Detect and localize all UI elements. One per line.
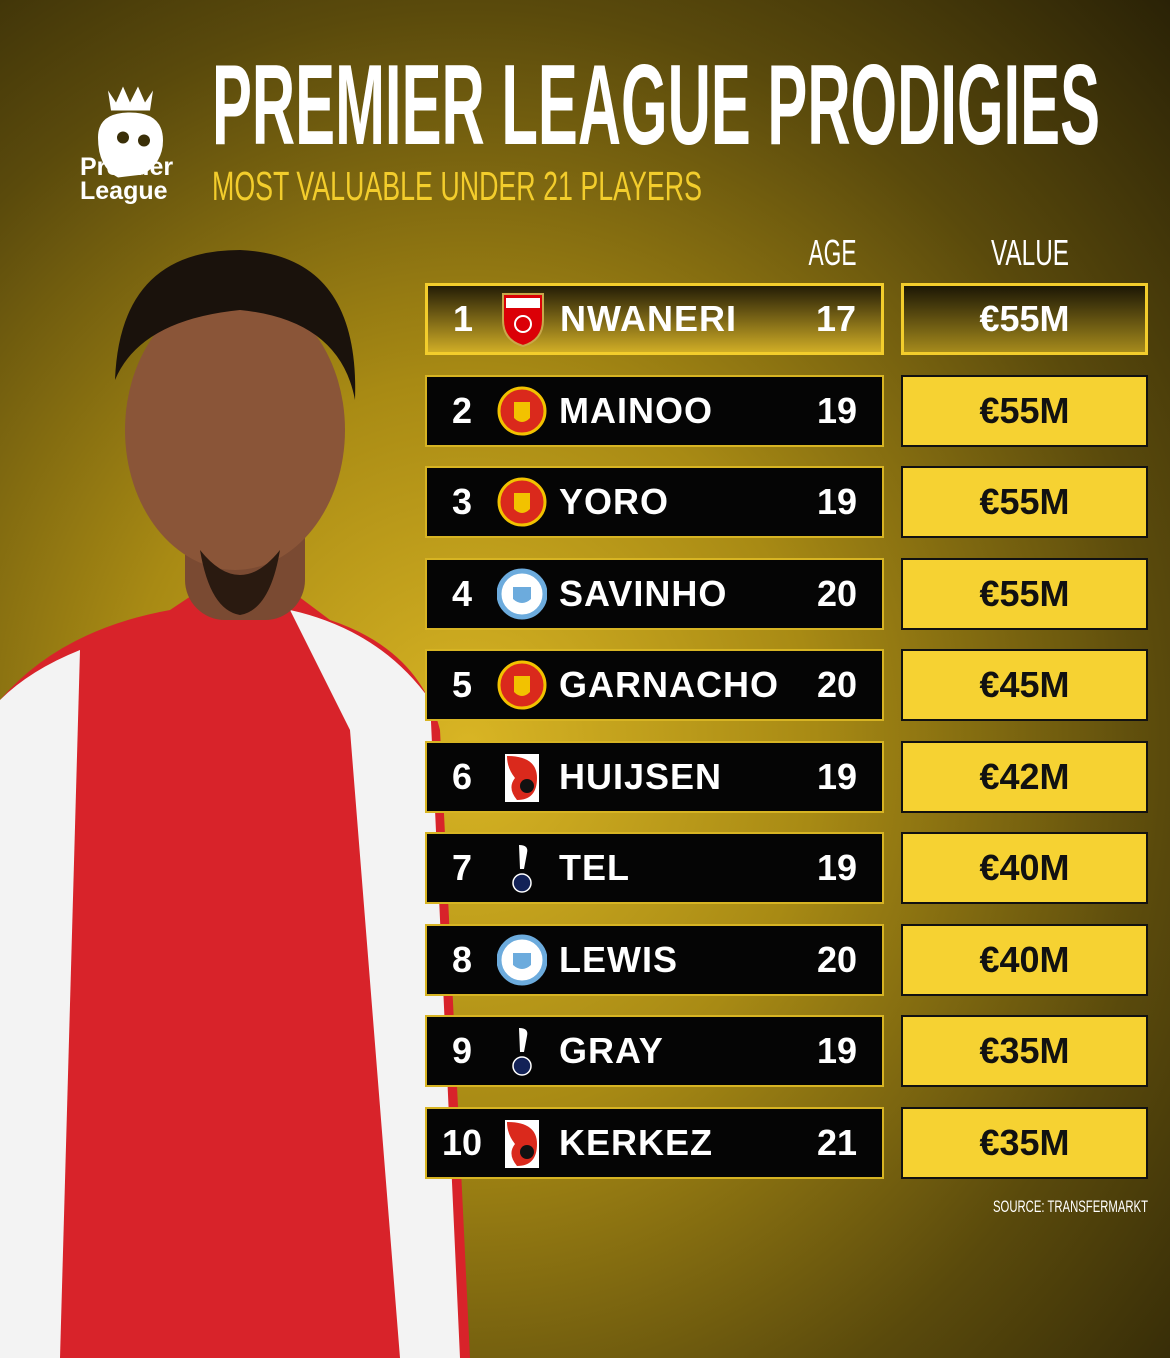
table-row-player: 4 SAVINHO 20 [425,557,884,630]
source-note: SOURCE: TRANSFERMARKT [993,1197,1148,1216]
table-row-player: 1 NWANERI 17 [425,283,884,355]
manchester-city-crest-icon [497,568,547,619]
player-age: 20 [816,938,858,980]
player-name: MAINOO [559,389,713,431]
market-value: €35M [979,1121,1070,1163]
rank-number: 6 [451,755,473,797]
table-row-player: 8 LEWIS 20 [425,923,884,996]
table-cell-value: €45M [901,649,1148,721]
premier-league-lion-logo [98,86,163,178]
table-cell-value: €40M [901,832,1148,904]
tottenham-crest-icon [512,1028,532,1076]
manchester-united-crest-icon [497,477,547,527]
table-cell-value: €55M [901,557,1148,630]
player-name: KERKEZ [559,1121,714,1163]
player-name: GRAY [559,1030,664,1071]
table-cell-value: €42M [901,740,1148,813]
manchester-city-crest-icon [497,934,547,985]
player-age: 17 [815,298,857,339]
rank-number: 9 [451,1030,473,1071]
player-name: LEWIS [559,938,678,980]
player-name: GARNACHO [559,664,779,705]
rank-number: 7 [451,847,473,888]
market-value: €40M [979,938,1070,980]
rank-number: 4 [451,572,473,614]
column-header-value-wrapper: VALUE [991,232,1069,273]
table-row-player: 10 KERKEZ 21 [425,1106,884,1179]
manchester-united-crest-icon [497,386,547,435]
table-cell-value: €55M [901,374,1148,447]
player-age: 19 [816,847,858,888]
page-subtitle: MOST VALUABLE UNDER 21 PLAYERS [212,163,702,209]
arsenal-crest-icon [502,293,544,348]
market-value: €35M [979,1030,1070,1071]
market-value: €40M [979,847,1070,888]
table-row-player: 6 HUIJSEN 19 [425,740,884,813]
market-value: €55M [979,298,1070,339]
table-row-player: 2 MAINOO 19 [425,374,884,447]
column-header-age-wrapper: AGE [809,232,857,273]
rank-number: 3 [451,481,473,522]
player-age: 21 [816,1121,858,1163]
table-cell-value: €35M [901,1106,1148,1179]
tottenham-crest-icon [512,845,532,893]
table-row-player: 7 TEL 19 [425,832,884,904]
player-name: HUIJSEN [559,755,723,797]
table-cell-value: €35M [901,1015,1148,1087]
rank-number: 10 [441,1121,483,1163]
premier-league-wordmark: Premier League [80,153,174,205]
player-name: TEL [559,847,630,888]
page-title: PREMIER LEAGUE PRODIGIES [212,42,1100,160]
manchester-united-crest-icon [497,660,547,710]
market-value: €42M [979,755,1070,797]
market-value: €55M [979,389,1070,431]
rank-number: 5 [451,664,473,705]
player-age: 19 [816,755,858,797]
market-value: €45M [979,664,1070,705]
page-title-wrapper: PREMIER LEAGUE PRODIGIES [212,42,1100,160]
player-name: NWANERI [560,298,737,339]
bournemouth-crest-icon [505,753,539,802]
column-header-value: VALUE [991,232,1069,273]
table-cell-value: €55M [901,283,1148,355]
market-value: €55M [979,572,1070,614]
player-photo [0,250,470,1358]
rank-number: 1 [452,298,474,339]
bournemouth-crest-icon [505,1119,539,1168]
rank-number: 2 [451,389,473,431]
player-age: 20 [816,664,858,705]
column-header-age: AGE [809,232,857,273]
player-age: 19 [816,1030,858,1071]
table-cell-value: €55M [901,466,1148,538]
table-cell-value: €40M [901,923,1148,996]
table-row-player: 3 YORO 19 [425,466,884,538]
player-age: 20 [816,572,858,614]
player-age: 19 [816,389,858,431]
source-note-wrapper: SOURCE: TRANSFERMARKT [993,1197,1148,1216]
player-name: SAVINHO [559,572,728,614]
page-subtitle-wrapper: MOST VALUABLE UNDER 21 PLAYERS [212,163,702,209]
rank-number: 8 [451,938,473,980]
table-row-player: 5 GARNACHO 20 [425,649,884,721]
player-name: YORO [559,481,670,522]
table-row-player: 9 GRAY 19 [425,1015,884,1087]
player-age: 19 [816,481,858,522]
market-value: €55M [979,481,1070,522]
